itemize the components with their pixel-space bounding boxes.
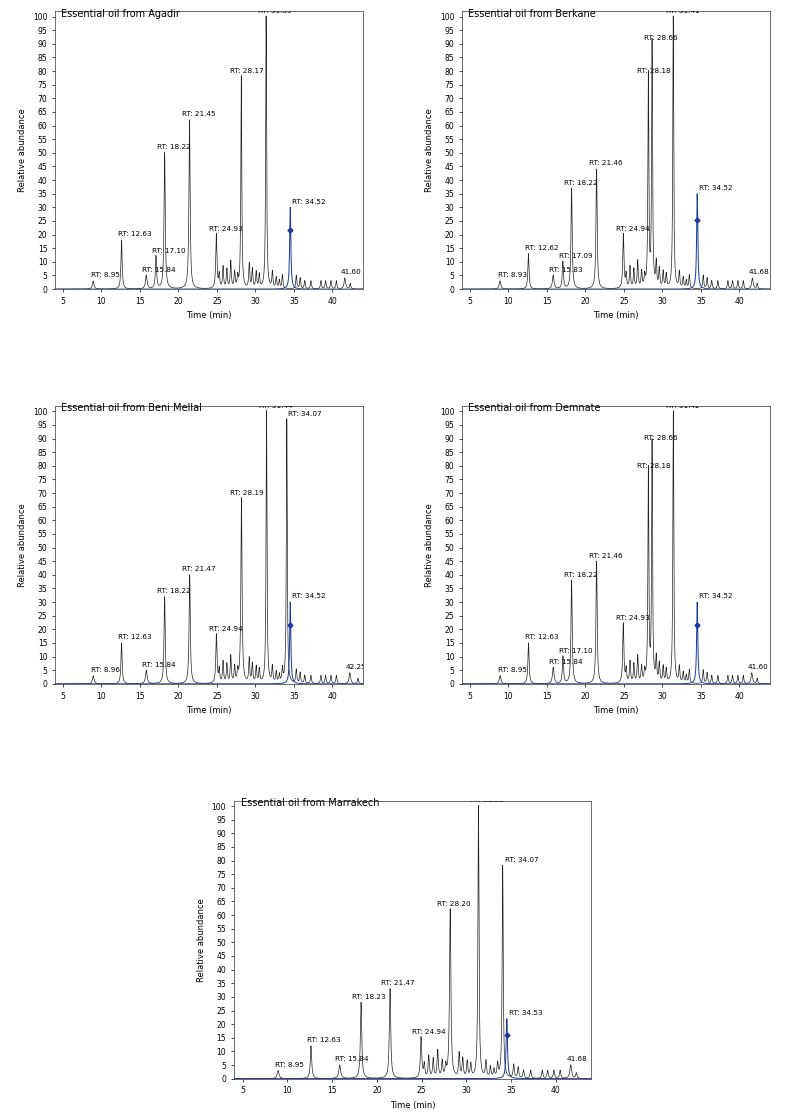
Text: RT: 12.63: RT: 12.63 bbox=[118, 634, 152, 641]
Text: RT: 28.19: RT: 28.19 bbox=[230, 489, 263, 496]
Text: 41.68: 41.68 bbox=[566, 1056, 587, 1062]
Text: Essential oil from Beni Mellal: Essential oil from Beni Mellal bbox=[61, 404, 202, 414]
Text: RT: 28.17: RT: 28.17 bbox=[230, 68, 263, 73]
Text: RT: 31.36: RT: 31.36 bbox=[469, 797, 503, 803]
Text: RT: 31.41: RT: 31.41 bbox=[666, 8, 700, 13]
Text: RT: 8.93: RT: 8.93 bbox=[498, 272, 527, 278]
Text: RT: 15.84: RT: 15.84 bbox=[549, 658, 583, 665]
Text: RT: 18.23: RT: 18.23 bbox=[352, 994, 386, 1000]
Text: RT: 28.18: RT: 28.18 bbox=[637, 463, 670, 468]
Text: RT: 31.42: RT: 31.42 bbox=[666, 403, 700, 408]
Y-axis label: Relative abundance: Relative abundance bbox=[18, 503, 28, 587]
Text: RT: 21.47: RT: 21.47 bbox=[182, 566, 215, 573]
Text: RT: 8.96: RT: 8.96 bbox=[91, 667, 120, 673]
X-axis label: Time (min): Time (min) bbox=[186, 706, 232, 715]
X-axis label: Time (min): Time (min) bbox=[593, 311, 639, 320]
Text: RT: 18.22: RT: 18.22 bbox=[564, 572, 597, 577]
Text: RT: 12.63: RT: 12.63 bbox=[307, 1037, 340, 1043]
Text: 41.68: 41.68 bbox=[748, 269, 769, 276]
Text: RT: 34.07: RT: 34.07 bbox=[505, 857, 539, 863]
Text: RT: 17.09: RT: 17.09 bbox=[559, 254, 593, 259]
Text: 42.25: 42.25 bbox=[346, 664, 367, 671]
Text: RT: 24.94: RT: 24.94 bbox=[412, 1029, 446, 1035]
Text: RT: 18.22: RT: 18.22 bbox=[564, 179, 597, 186]
Text: Essential oil from Agadir: Essential oil from Agadir bbox=[61, 9, 180, 19]
Text: RT: 34.52: RT: 34.52 bbox=[292, 199, 325, 205]
Text: RT: 15.84: RT: 15.84 bbox=[142, 662, 176, 667]
Text: RT: 21.47: RT: 21.47 bbox=[381, 980, 415, 986]
Text: RT: 12.63: RT: 12.63 bbox=[524, 634, 558, 641]
Text: 41.60: 41.60 bbox=[748, 664, 769, 671]
Text: RT: 21.45: RT: 21.45 bbox=[182, 111, 215, 118]
Text: RT: 8.95: RT: 8.95 bbox=[275, 1062, 304, 1068]
Text: RT: 12.63: RT: 12.63 bbox=[118, 231, 152, 237]
Text: RT: 12.62: RT: 12.62 bbox=[524, 245, 558, 251]
Y-axis label: Relative abundance: Relative abundance bbox=[425, 503, 435, 587]
Text: RT: 34.07: RT: 34.07 bbox=[288, 410, 322, 417]
Text: RT: 15.83: RT: 15.83 bbox=[549, 267, 583, 272]
Text: Essential oil from Berkane: Essential oil from Berkane bbox=[468, 9, 596, 19]
Text: RT: 8.95: RT: 8.95 bbox=[498, 667, 527, 673]
Text: 41.60: 41.60 bbox=[341, 269, 362, 276]
Y-axis label: Relative abundance: Relative abundance bbox=[18, 108, 28, 192]
Text: RT: 28.66: RT: 28.66 bbox=[645, 435, 678, 441]
Text: RT: 28.20: RT: 28.20 bbox=[437, 901, 470, 907]
Text: Essential oil from Marrakech: Essential oil from Marrakech bbox=[241, 798, 380, 808]
Text: RT: 8.95: RT: 8.95 bbox=[91, 272, 119, 278]
Text: Essential oil from Demnate: Essential oil from Demnate bbox=[468, 404, 601, 414]
Text: RT: 34.52: RT: 34.52 bbox=[699, 594, 733, 599]
Text: RT: 15.84: RT: 15.84 bbox=[142, 267, 176, 272]
Text: RT: 34.52: RT: 34.52 bbox=[292, 594, 325, 599]
Text: RT: 24.93: RT: 24.93 bbox=[208, 226, 242, 232]
Text: RT: 24.93: RT: 24.93 bbox=[615, 615, 649, 622]
Text: RT: 34.53: RT: 34.53 bbox=[509, 1010, 542, 1016]
Text: RT: 24.94: RT: 24.94 bbox=[209, 626, 242, 632]
Y-axis label: Relative abundance: Relative abundance bbox=[197, 897, 206, 982]
Text: RT: 15.84: RT: 15.84 bbox=[335, 1056, 369, 1062]
Text: RT: 17.10: RT: 17.10 bbox=[152, 248, 185, 254]
X-axis label: Time (min): Time (min) bbox=[390, 1101, 435, 1110]
Y-axis label: Relative abundance: Relative abundance bbox=[425, 108, 435, 192]
Text: RT: 31.44: RT: 31.44 bbox=[259, 403, 292, 408]
Text: RT: 28.66: RT: 28.66 bbox=[645, 36, 678, 41]
Text: RT: 21.46: RT: 21.46 bbox=[589, 160, 623, 167]
Text: RT: 34.52: RT: 34.52 bbox=[699, 185, 733, 191]
Text: RT: 18.22: RT: 18.22 bbox=[157, 145, 190, 150]
X-axis label: Time (min): Time (min) bbox=[593, 706, 639, 715]
Text: RT: 24.94: RT: 24.94 bbox=[615, 226, 649, 232]
X-axis label: Time (min): Time (min) bbox=[186, 311, 232, 320]
Text: RT: 21.46: RT: 21.46 bbox=[589, 553, 623, 558]
Text: RT: 17.10: RT: 17.10 bbox=[559, 648, 593, 654]
Text: RT: 18.22: RT: 18.22 bbox=[157, 588, 190, 594]
Text: RT: 28.18: RT: 28.18 bbox=[637, 68, 670, 73]
Text: RT: 31.39: RT: 31.39 bbox=[259, 8, 292, 13]
